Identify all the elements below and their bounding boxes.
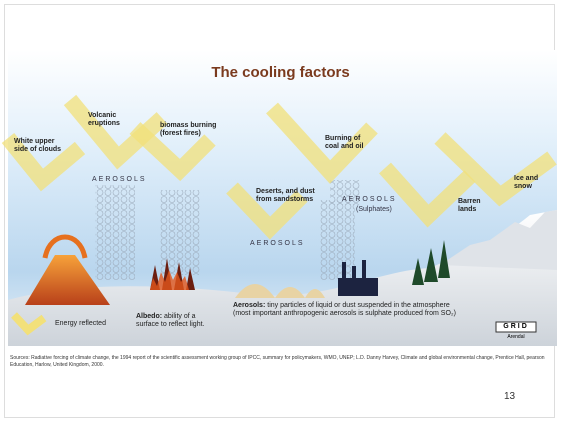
eruption [42,234,88,259]
reflection-arrows [1,94,557,240]
logo-sub: Arendal [507,334,525,340]
aerosol-label: AEROSOLS [342,196,397,203]
aerosol-text: tiny particles of liquid or dust suspend… [233,302,456,317]
albedo: Albedo: ability of a surface to reflect … [136,313,216,329]
label: Deserts, and dust from sandstorms [256,188,315,203]
dunes [235,284,325,298]
flames [150,270,189,290]
aerosol-label: AEROSOLS [92,176,147,183]
label: Barren lands [458,198,481,213]
page-number: 13 [504,391,516,402]
albedo-term: Albedo: [136,313,163,320]
logo-box [495,321,537,333]
legend-arrow [11,312,47,336]
sources: Sources: Radiative forcing of climate ch… [10,355,545,368]
ground [8,210,557,346]
trees [412,240,450,285]
label: Volcanic eruptions [88,112,120,127]
albedo-text: ability of a surface to reflect light. [136,313,205,328]
aerosol-label: AEROSOLS [250,240,305,247]
title: The cooling factors [211,64,350,81]
aerosol-columns [95,180,360,280]
legend-label: Energy reflected [55,320,106,327]
aerosol-term: Aerosols: [233,302,266,309]
label: Burning of coal and oil [325,135,364,150]
label: Ice and snow [514,175,539,190]
aerosol-label: (Sulphates) [356,206,392,213]
logo-name: GRID [503,323,529,330]
label: biomass burning (forest fires) [160,122,217,137]
aerosol-definition: Aerosols: tiny particles of liquid or du… [233,302,468,318]
volcano [25,255,110,305]
mountains [440,210,557,270]
factory [338,260,378,296]
label: White upper side of clouds [14,138,62,153]
